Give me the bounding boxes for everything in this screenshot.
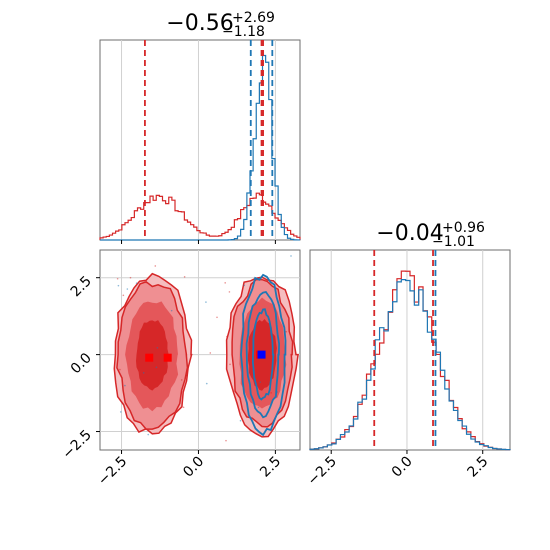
x-tick-label: 2.5 [257, 454, 284, 481]
x-tick-label: −2.5 [95, 454, 130, 489]
y-tick-label: −2.5 [59, 427, 94, 462]
x-tick-label: 0.0 [180, 454, 207, 481]
outlier-dot [126, 288, 129, 290]
joint-contours [113, 255, 299, 442]
outlier-dot [228, 291, 231, 293]
outlier-dot [163, 335, 165, 338]
blue-contour-0 [240, 273, 287, 437]
outlier-dot [182, 406, 185, 409]
joint-frame [99, 249, 301, 451]
outlier-dot [157, 380, 159, 382]
outlier-dot [209, 352, 212, 354]
outlier-dot [145, 281, 147, 284]
x-tick-label: 2.5 [464, 454, 491, 481]
outlier-dot [216, 316, 218, 319]
y-tick-label: 2.5 [68, 273, 95, 300]
x-tick-label: −2.5 [305, 454, 340, 489]
red-marker-1 [163, 353, 172, 362]
outlier-dot [122, 294, 125, 297]
blue-marker-0 [257, 350, 266, 359]
outlier-dot [226, 335, 228, 338]
blue-contour-1 [245, 290, 281, 419]
outlier-dot [270, 392, 272, 394]
outlier-dot [285, 330, 288, 333]
title-2-upper: +0.96 [442, 220, 485, 236]
y-tick-label: 0.0 [68, 350, 95, 377]
marginal-panel-2: −2.5 0.0 2.5 −0.04 +0.96 −1.01 [305, 220, 511, 489]
marginal-2-grid [330, 250, 484, 450]
outlier-dot [257, 406, 260, 409]
marginal-2-frame [309, 249, 511, 451]
marginal-2-histograms [309, 270, 511, 451]
marginal-2-title: −0.04 [376, 221, 443, 246]
outlier-dot [116, 277, 119, 280]
blue-contour-2 [251, 308, 275, 401]
red-marker-0 [145, 353, 154, 362]
marginal-1-grid [121, 40, 276, 240]
outlier-dot [290, 255, 292, 257]
title-1-lower: −1.18 [222, 24, 265, 40]
marginal-1-frame [99, 39, 301, 241]
marginal-panel-1: −0.56 +2.69 −1.18 [99, 10, 301, 244]
outlier-dot [156, 347, 159, 349]
histogram-series-1 [309, 278, 511, 451]
joint-panel: −2.5 0.0 2.5 2.5 0.0 −2.5 [59, 249, 301, 489]
outlier-dot [136, 289, 138, 292]
outlier-dot [135, 282, 138, 285]
histogram-series-0 [99, 192, 301, 240]
outlier-dot [229, 363, 231, 366]
outlier-dot [155, 366, 158, 369]
outlier-dot [276, 391, 278, 393]
histogram-series-0 [309, 270, 511, 451]
marginal-2-quantile-lines [373, 250, 437, 450]
title-1-upper: +2.69 [232, 10, 275, 26]
title-1-value: −0.56 [166, 11, 233, 36]
outlier-dot [142, 372, 145, 374]
x-tick-label: 0.0 [389, 454, 416, 481]
marginal-2-ticks: −2.5 0.0 2.5 [305, 450, 492, 489]
outlier-dot [205, 301, 207, 303]
outlier-dot [124, 384, 126, 387]
outlier-dot [147, 433, 149, 436]
outlier-dot [243, 284, 246, 287]
outlier-dot [239, 419, 242, 422]
outlier-dot [119, 368, 121, 371]
outlier-dot [183, 276, 186, 278]
outlier-dot [255, 385, 258, 388]
marginal-1-quantile-lines [121, 40, 276, 244]
outlier-dot [154, 265, 157, 267]
outlier-dot [180, 379, 183, 381]
outlier-dot [170, 309, 173, 312]
outlier-dot [117, 284, 120, 287]
outlier-dot [129, 276, 132, 279]
outlier-dot [205, 382, 208, 385]
outlier-dot [224, 282, 226, 284]
marginal-1-histograms [99, 54, 301, 241]
title-2-value: −0.04 [376, 221, 443, 246]
marginal-1-title: −0.56 [166, 11, 233, 36]
histogram-series-1 [100, 54, 301, 241]
outlier-dot [259, 381, 261, 383]
joint-markers [145, 350, 266, 362]
outlier-dot [119, 411, 122, 413]
title-2-lower: −1.01 [432, 234, 475, 250]
outlier-dot [225, 439, 227, 442]
